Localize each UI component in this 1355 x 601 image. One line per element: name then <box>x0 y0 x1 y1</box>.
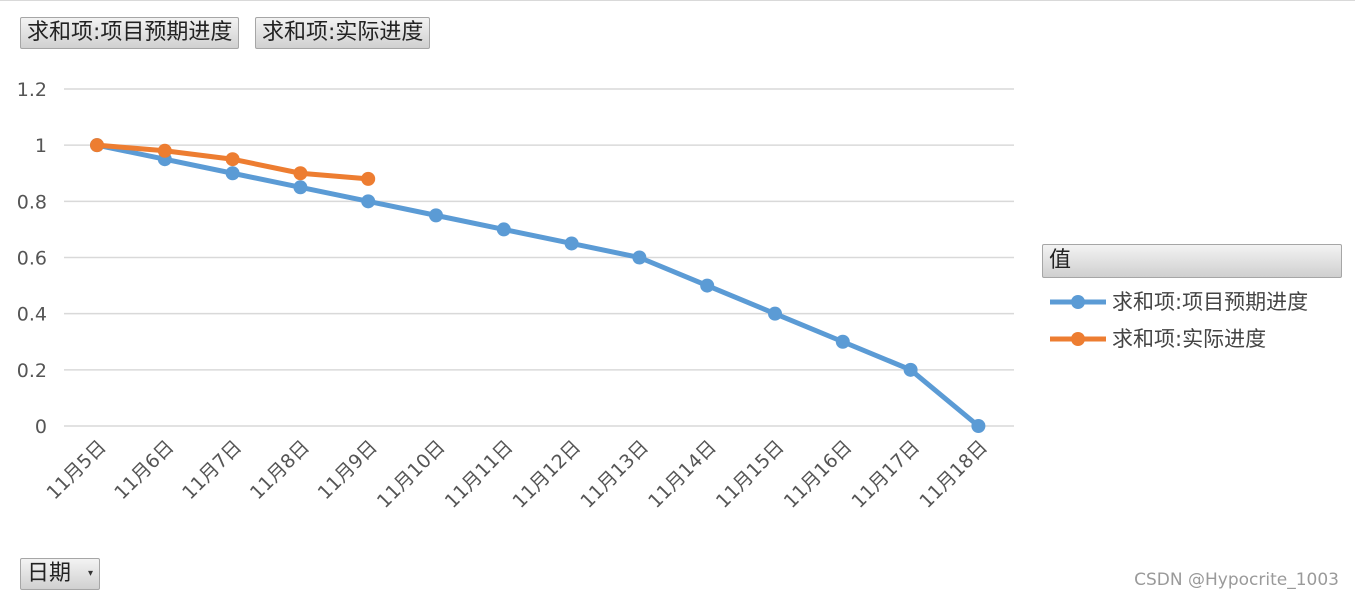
y-tick-label: 1 <box>35 135 47 157</box>
legend-label-actual: 求和项:实际进度 <box>1112 327 1267 351</box>
legend-line-marker-icon <box>1050 295 1106 309</box>
data-point[interactable] <box>971 419 986 433</box>
x-tick-label: 11月15日 <box>712 436 789 513</box>
series-field-button-actual[interactable]: 求和项:实际进度 <box>255 17 431 49</box>
series-field-button-expected[interactable]: 求和项:项目预期进度 <box>20 17 240 49</box>
x-tick-label: 11月9日 <box>314 436 382 504</box>
x-tick-label: 11月17日 <box>848 436 925 513</box>
grid-lines <box>64 88 1014 427</box>
series-line <box>96 142 980 428</box>
legend-line-marker-icon <box>1050 332 1106 346</box>
data-point[interactable] <box>225 152 240 167</box>
top-border <box>0 0 1355 1</box>
x-tick-label: 11月13日 <box>576 436 653 513</box>
series-lines <box>90 138 986 433</box>
x-axis-ticks: 11月5日 11月6日 11月7日 11月8日 11月9日11月10日11月11日11月… <box>42 436 991 513</box>
y-tick-label: 0.8 <box>17 191 47 213</box>
y-tick-label: 1.2 <box>17 79 47 101</box>
x-tick-label: 11月12日 <box>509 436 586 513</box>
x-tick-label: 11月7日 <box>178 436 246 504</box>
x-tick-label: 11月8日 <box>246 436 314 504</box>
axis-field-button-date[interactable]: 日期 ▾ <box>20 558 101 590</box>
y-tick-label: 0.2 <box>17 360 47 382</box>
data-point[interactable] <box>90 138 104 153</box>
data-point[interactable] <box>903 362 918 377</box>
data-point[interactable] <box>768 306 782 321</box>
x-tick-label: 11月6日 <box>110 436 178 504</box>
x-tick-label: 11月10日 <box>373 436 450 513</box>
data-point[interactable] <box>700 278 715 293</box>
legend-title-button[interactable]: 值 <box>1042 244 1342 278</box>
watermark: CSDN @Hypocrite_1003 <box>1134 570 1339 590</box>
y-axis-ticks: 0 0.2 0.4 0.6 0.8 1 1.2 <box>17 79 47 438</box>
data-point[interactable] <box>429 208 443 223</box>
data-point[interactable] <box>293 166 308 181</box>
series-expected <box>90 138 986 433</box>
y-tick-label: 0 <box>35 416 47 438</box>
x-tick-label: 11月18日 <box>915 436 992 513</box>
data-point[interactable] <box>361 171 376 186</box>
x-tick-label: 11月14日 <box>644 436 721 513</box>
y-tick-label: 0.6 <box>17 248 47 270</box>
data-point[interactable] <box>835 334 850 349</box>
data-point[interactable] <box>293 180 308 195</box>
axis-field-label: 日期 <box>27 561 72 586</box>
legend-label-expected: 求和项:项目预期进度 <box>1112 290 1309 314</box>
data-point[interactable] <box>157 143 172 158</box>
series-actual <box>90 138 376 186</box>
data-point[interactable] <box>361 194 376 209</box>
x-tick-label: 11月11日 <box>441 436 518 513</box>
data-point[interactable] <box>496 222 511 237</box>
dropdown-arrow-icon[interactable]: ▾ <box>87 568 94 579</box>
x-tick-label: 11月16日 <box>780 436 857 513</box>
x-tick-label: 11月5日 <box>42 436 110 504</box>
data-point[interactable] <box>632 250 647 265</box>
y-tick-label: 0.4 <box>17 304 47 326</box>
data-point[interactable] <box>225 166 240 181</box>
data-point[interactable] <box>564 236 579 251</box>
